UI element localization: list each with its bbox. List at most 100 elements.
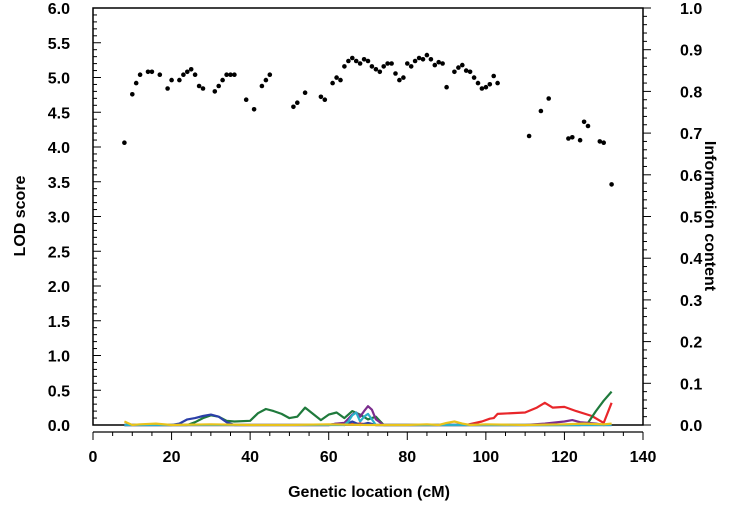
- lod-series-line-6: [123, 420, 612, 427]
- information-point: [130, 92, 135, 97]
- information-point: [192, 72, 198, 77]
- information-point: [342, 64, 347, 69]
- information-point: [338, 77, 343, 83]
- information-point: [228, 72, 233, 77]
- information-point: [330, 80, 335, 86]
- y-left-tick-label: 2.0: [48, 279, 70, 296]
- information-point: [491, 73, 497, 79]
- information-point: [259, 83, 265, 89]
- plot-border: [92, 7, 644, 426]
- information-point: [601, 140, 606, 145]
- information-point: [267, 72, 273, 77]
- information-point: [157, 72, 163, 77]
- plot-frame: [92, 7, 644, 426]
- lod-series-line-5: [124, 411, 612, 427]
- information-point: [471, 75, 477, 80]
- information-point: [137, 72, 143, 77]
- information-point: [185, 69, 190, 75]
- information-point: [224, 72, 229, 77]
- y-left-tick-label: 0.0: [48, 418, 70, 435]
- y-right-tick-label: 0.2: [680, 335, 702, 352]
- information-point: [475, 80, 481, 86]
- y-axis-title-right: Information content: [701, 141, 718, 292]
- information-point: [463, 68, 469, 73]
- information-point: [440, 61, 445, 66]
- information-point: [369, 64, 375, 69]
- information-point: [393, 71, 398, 76]
- information-point: [361, 57, 367, 62]
- y-right-tick-label: 0.8: [680, 84, 702, 101]
- information-point: [420, 57, 426, 62]
- information-point: [538, 108, 544, 114]
- x-tick-label: 80: [398, 449, 416, 466]
- y-left-tick-label: 5.5: [48, 36, 70, 53]
- information-point: [346, 58, 351, 64]
- y-left-tick-label: 1.5: [48, 314, 70, 331]
- x-tick-label: 140: [630, 449, 657, 466]
- y-left-tick-label: 5.0: [48, 71, 70, 88]
- information-point: [212, 89, 218, 94]
- information-point: [385, 61, 390, 66]
- information-point: [334, 75, 339, 80]
- y-right-tick-label: 0.5: [680, 210, 702, 227]
- y-right-tick-label: 0.4: [680, 251, 702, 268]
- y-left-tick-label: 6.0: [48, 1, 70, 18]
- information-point: [424, 52, 430, 58]
- information-point: [436, 59, 442, 65]
- y-axis-left: 0.0 0.5 1.0 1.5 2.0 2.5 3.0 3.5 4.0 4.5 5.0 5.5 6.0: [48, 1, 101, 435]
- information-point: [452, 69, 457, 75]
- information-point: [149, 69, 155, 75]
- information-point: [291, 104, 296, 110]
- information-point: [145, 69, 151, 75]
- information-point: [597, 139, 603, 144]
- information-point: [373, 67, 379, 72]
- information-point: [609, 182, 614, 187]
- y-axis-title-left: LOD score: [12, 175, 29, 256]
- information-point: [444, 84, 449, 90]
- information-point: [397, 77, 402, 83]
- information-point: [467, 69, 473, 75]
- information-point: [460, 62, 465, 68]
- information-point: [526, 133, 532, 139]
- information-point: [243, 97, 249, 102]
- information-point: [302, 90, 308, 95]
- x-tick-label: 60: [320, 449, 338, 466]
- information-point: [416, 55, 422, 61]
- lod-series-lines: [123, 390, 613, 427]
- x-tick-label: 0: [89, 449, 98, 466]
- information-point: [251, 107, 257, 112]
- lod-series-line-2: [124, 390, 613, 427]
- x-axis: 0 20 40 60 80 100 120 140: [89, 431, 657, 466]
- information-point: [353, 58, 359, 64]
- y-left-tick-label: 0.5: [48, 383, 70, 400]
- x-axis-title: Genetic location (cM): [288, 484, 450, 501]
- information-point: [232, 72, 237, 77]
- information-point: [432, 62, 438, 68]
- information-point: [577, 137, 583, 143]
- y-right-tick-label: 0.7: [680, 126, 702, 143]
- information-point: [405, 61, 410, 66]
- information-point: [169, 77, 174, 83]
- information-point: [412, 58, 418, 64]
- y-left-tick-label: 4.5: [48, 105, 70, 122]
- information-point: [133, 80, 139, 86]
- y-right-tick-label: 0.3: [680, 293, 702, 310]
- information-point: [365, 58, 371, 64]
- information-point: [381, 64, 387, 69]
- y-right-tick-label: 1.0: [680, 1, 702, 18]
- y-right-tick-label: 0.6: [680, 168, 702, 185]
- y-left-tick-label: 3.0: [48, 210, 70, 227]
- information-point: [487, 82, 493, 87]
- information-point: [483, 84, 489, 90]
- information-point: [389, 61, 394, 66]
- information-point: [350, 55, 355, 61]
- y-left-tick-label: 2.5: [48, 244, 70, 261]
- y-right-tick-label: 0.1: [680, 376, 702, 393]
- x-tick-label: 100: [473, 449, 500, 466]
- y-left-tick-label: 1.0: [48, 349, 70, 366]
- information-points: [122, 52, 614, 187]
- information-point: [122, 140, 127, 145]
- information-point: [495, 80, 500, 86]
- information-point: [181, 72, 186, 77]
